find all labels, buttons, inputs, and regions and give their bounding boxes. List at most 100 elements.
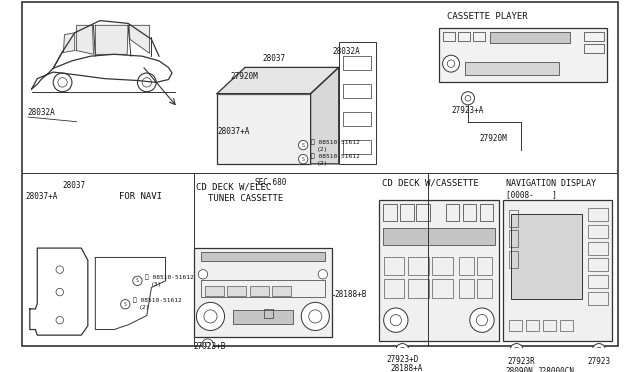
- Bar: [433, 257, 453, 275]
- Bar: [509, 251, 518, 268]
- Circle shape: [470, 308, 494, 332]
- Circle shape: [298, 154, 308, 164]
- Text: 28037: 28037: [262, 54, 285, 62]
- Circle shape: [514, 347, 520, 353]
- Text: (2): (2): [316, 161, 328, 166]
- Circle shape: [318, 270, 328, 279]
- Bar: [344, 56, 371, 70]
- Bar: [227, 286, 246, 296]
- Circle shape: [443, 55, 460, 72]
- Circle shape: [56, 288, 63, 296]
- Text: CD DECK W/ELEC: CD DECK W/ELEC: [196, 183, 271, 192]
- Circle shape: [142, 78, 152, 87]
- Circle shape: [205, 342, 210, 347]
- Bar: [463, 204, 476, 221]
- Bar: [559, 320, 573, 331]
- Bar: [588, 259, 609, 272]
- Polygon shape: [129, 25, 150, 53]
- Text: Ⓢ 08510-51612: Ⓢ 08510-51612: [310, 154, 360, 159]
- Bar: [383, 257, 404, 275]
- Bar: [433, 279, 453, 298]
- Circle shape: [510, 344, 523, 357]
- Text: S: S: [124, 302, 127, 307]
- Bar: [264, 309, 273, 318]
- Bar: [339, 42, 376, 164]
- Bar: [443, 32, 455, 41]
- Circle shape: [58, 78, 67, 87]
- Bar: [543, 320, 556, 331]
- Text: SEC.680: SEC.680: [255, 178, 287, 187]
- Text: 27923+D: 27923+D: [387, 355, 419, 364]
- Circle shape: [298, 140, 308, 150]
- Circle shape: [198, 270, 207, 279]
- Bar: [408, 257, 429, 275]
- Bar: [588, 292, 609, 305]
- Text: 28188+A: 28188+A: [390, 364, 422, 372]
- Bar: [511, 214, 582, 299]
- Polygon shape: [77, 25, 93, 54]
- Bar: [194, 248, 332, 337]
- Circle shape: [56, 317, 63, 324]
- Text: (2): (2): [138, 305, 150, 311]
- Bar: [458, 257, 474, 275]
- Circle shape: [308, 310, 322, 323]
- Bar: [588, 208, 609, 221]
- Text: FOR NAVI: FOR NAVI: [119, 192, 162, 201]
- Text: TUNER CASSETTE: TUNER CASSETTE: [207, 194, 283, 203]
- Text: 27923+B: 27923+B: [194, 342, 226, 351]
- Text: 28037+A: 28037+A: [25, 192, 58, 201]
- Bar: [379, 201, 499, 341]
- Bar: [408, 279, 429, 298]
- Circle shape: [447, 60, 455, 67]
- Bar: [201, 252, 324, 261]
- Bar: [509, 210, 518, 227]
- Polygon shape: [310, 67, 339, 164]
- Circle shape: [204, 310, 217, 323]
- Bar: [272, 286, 291, 296]
- Text: J28000CN: J28000CN: [537, 367, 574, 372]
- Circle shape: [593, 344, 605, 357]
- Bar: [233, 310, 293, 324]
- Text: 27920M: 27920M: [230, 72, 258, 81]
- Bar: [588, 241, 609, 255]
- Text: 27923+A: 27923+A: [451, 106, 483, 115]
- Text: 28037: 28037: [63, 181, 86, 190]
- Circle shape: [53, 73, 72, 92]
- Bar: [472, 32, 484, 41]
- Bar: [250, 286, 269, 296]
- Text: CASSETTE PLAYER: CASSETTE PLAYER: [447, 12, 528, 21]
- Text: 28188+B: 28188+B: [334, 291, 367, 299]
- Circle shape: [383, 308, 408, 332]
- Text: S: S: [136, 278, 139, 283]
- Text: 28032A: 28032A: [332, 47, 360, 56]
- Circle shape: [56, 266, 63, 273]
- Circle shape: [461, 92, 474, 105]
- Text: 27923: 27923: [588, 357, 611, 366]
- Bar: [490, 32, 570, 43]
- Bar: [383, 228, 495, 245]
- Bar: [584, 32, 604, 41]
- Polygon shape: [217, 67, 339, 94]
- Bar: [201, 280, 324, 297]
- Bar: [417, 204, 431, 221]
- Circle shape: [202, 339, 213, 350]
- Text: Ⓢ 08510-51612: Ⓢ 08510-51612: [310, 140, 360, 145]
- Polygon shape: [63, 33, 75, 52]
- Bar: [439, 28, 607, 82]
- Bar: [458, 279, 474, 298]
- Circle shape: [596, 347, 602, 353]
- Bar: [480, 204, 493, 221]
- Text: 28090N: 28090N: [506, 367, 533, 372]
- Circle shape: [390, 315, 401, 326]
- Text: Ⓢ 08510-51612: Ⓢ 08510-51612: [145, 274, 194, 280]
- Circle shape: [120, 299, 130, 309]
- Circle shape: [138, 73, 156, 92]
- Bar: [458, 32, 470, 41]
- Bar: [344, 112, 371, 126]
- Bar: [344, 84, 371, 98]
- Circle shape: [132, 276, 142, 286]
- Bar: [205, 286, 223, 296]
- Circle shape: [476, 315, 488, 326]
- Text: (2): (2): [316, 147, 328, 152]
- Bar: [465, 62, 559, 75]
